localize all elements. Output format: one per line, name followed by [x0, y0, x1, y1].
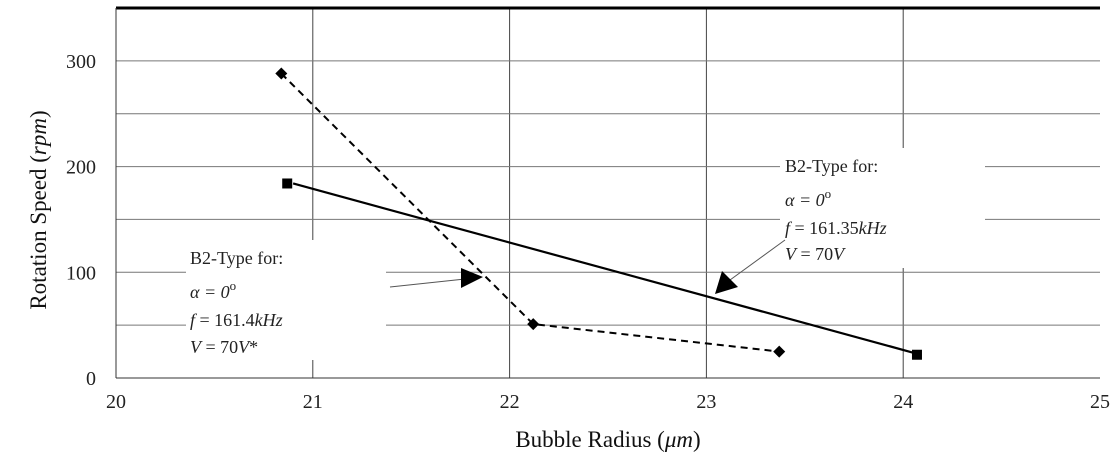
- x-tick-label: 22: [500, 391, 520, 413]
- annotation-right-bg: [780, 148, 985, 268]
- annotation-right-alpha: α = 0o: [785, 186, 831, 210]
- annotation-left-leader: [389, 268, 483, 288]
- annotation-right-leader: [715, 239, 786, 294]
- annotation-left-bg: [186, 240, 386, 360]
- x-tick-label: 25: [1090, 391, 1110, 413]
- annotation-left-voltage: V = 70V*: [190, 337, 258, 357]
- y-tick-label: 200: [66, 157, 96, 179]
- y-tick-label: 300: [66, 51, 96, 73]
- x-tick-label: 21: [303, 391, 323, 413]
- series-2-line: [292, 182, 914, 354]
- x-tick-label: 23: [696, 391, 716, 413]
- y-tick-label: 100: [66, 262, 96, 284]
- data-point-diamond: [773, 345, 786, 358]
- data-point-diamond: [275, 67, 288, 80]
- data-point-diamond: [527, 318, 540, 331]
- annotation-right-title: B2-Type for:: [785, 156, 878, 176]
- annotation-right-voltage: V = 70V: [785, 244, 846, 264]
- y-tick-label: 0: [86, 368, 96, 390]
- x-tick-labels: 20 21 22 23 24 25: [106, 391, 1110, 413]
- annotation-right-frequency: f = 161.35kHz: [785, 218, 887, 238]
- arrowhead-right: [715, 271, 738, 294]
- annotation-left: B2-Type for: α = 0o f = 161.4kHz V = 70V…: [190, 248, 283, 357]
- annotation-left-title: B2-Type for:: [190, 248, 283, 268]
- x-tick-label: 24: [893, 391, 913, 413]
- annotation-left-alpha: α = 0o: [190, 278, 236, 302]
- series-0-line: [280, 72, 780, 353]
- x-axis-title: Bubble Radius (μm): [515, 427, 700, 452]
- data-point-square: [282, 178, 293, 189]
- y-axis-title: Rotation Speed (rpm): [26, 110, 51, 309]
- y-tick-labels: 0 100 200 300: [66, 51, 96, 390]
- leader-line-right: [729, 239, 786, 281]
- leader-line-left: [389, 278, 466, 288]
- x-tick-label: 20: [106, 391, 126, 413]
- data-point-square: [911, 349, 922, 360]
- annotation-right: B2-Type for: α = 0o f = 161.35kHz V = 70…: [785, 156, 887, 264]
- series-layer: [275, 67, 922, 360]
- annotation-left-frequency: f = 161.4kHz: [190, 310, 283, 330]
- arrowhead-left: [461, 268, 483, 288]
